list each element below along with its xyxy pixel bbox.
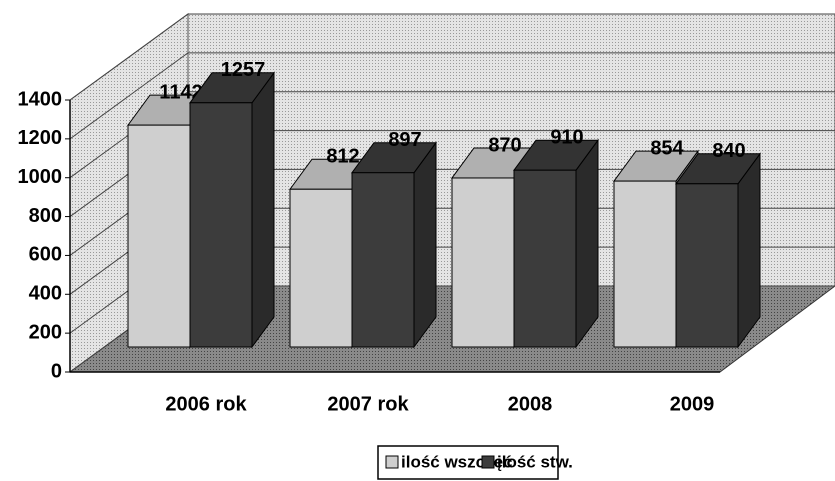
- bar: [513, 169, 577, 348]
- data-label: 1142: [159, 81, 202, 103]
- bar: [289, 188, 353, 348]
- grid-line: [69, 13, 835, 101]
- bar: [351, 172, 415, 348]
- legend-label: ilość wszczęć: [401, 452, 513, 471]
- bar: [127, 124, 191, 348]
- legend-label: ilość stw.: [497, 452, 573, 471]
- data-label: 854: [650, 137, 684, 159]
- y-tick-label: 600: [29, 244, 62, 266]
- bar: [613, 180, 677, 348]
- y-tick-label: 400: [29, 283, 62, 305]
- x-tick-label: 2008: [508, 393, 553, 415]
- bar: [675, 183, 739, 348]
- data-label: 910: [550, 126, 583, 148]
- grid-line: [69, 91, 835, 179]
- data-label: 897: [388, 129, 421, 151]
- data-label: 840: [712, 140, 745, 162]
- data-label: 870: [488, 134, 521, 156]
- x-tick-label: 2006 rok: [165, 393, 247, 415]
- y-tick-label: 1200: [18, 127, 63, 149]
- data-label: 812: [326, 146, 359, 168]
- bar-side: [413, 141, 437, 349]
- bar-side: [575, 138, 599, 349]
- bar-side: [251, 71, 275, 349]
- legend-swatch: [385, 455, 399, 469]
- legend-swatch: [481, 455, 495, 469]
- y-tick-label: 0: [51, 360, 62, 382]
- legend-box: [377, 445, 559, 480]
- bar-side: [737, 152, 761, 349]
- grid-line: [69, 52, 835, 140]
- y-tick-label: 1400: [18, 88, 63, 110]
- y-tick-label: 200: [29, 321, 62, 343]
- x-tick-label: 2009: [670, 393, 715, 415]
- y-tick-label: 800: [29, 205, 62, 227]
- data-label: 1257: [221, 59, 266, 81]
- y-tick-label: 1000: [18, 166, 63, 188]
- bar: [189, 102, 253, 348]
- bar: [451, 177, 515, 348]
- x-tick-label: 2007 rok: [327, 393, 409, 415]
